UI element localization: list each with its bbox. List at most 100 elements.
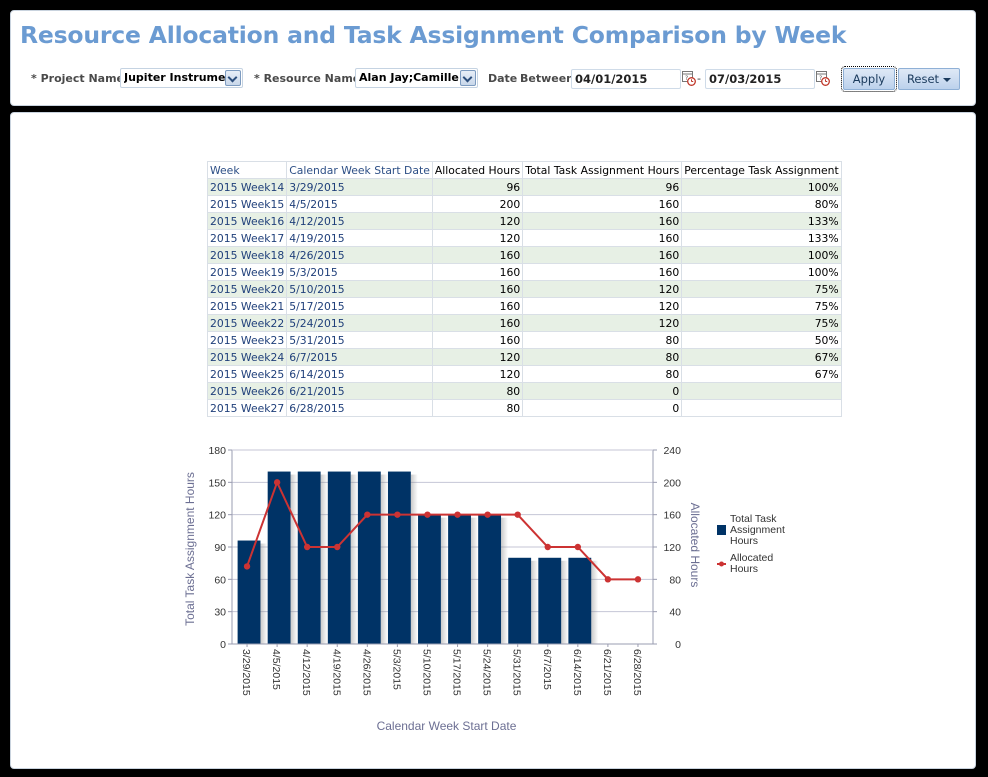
chevron-down-icon[interactable]	[225, 70, 241, 86]
cell-allocated-hours: 200	[431, 195, 524, 213]
line-point	[273, 479, 281, 486]
y2-tick-label: 80	[669, 574, 681, 586]
bar	[237, 540, 261, 644]
table-row: 2015 Week14 3/29/2015 96 96 100%	[206, 178, 842, 196]
y2-axis-title: Allocated Hours	[688, 503, 702, 588]
resource-name-label: * Resource Name	[254, 72, 361, 85]
cell-week[interactable]: 2015 Week27	[206, 399, 288, 417]
line-point	[604, 576, 612, 583]
data-table: Week Calendar Week Start Date Allocated …	[206, 161, 842, 417]
cell-calendar-week-start-date[interactable]: 4/19/2015	[286, 229, 433, 247]
y2-tick-label: 160	[663, 510, 681, 522]
cell-allocated-hours: 120	[431, 229, 524, 247]
y-tick-label: 150	[208, 477, 226, 489]
x-tick-label: 3/29/2015	[240, 649, 252, 696]
cell-total-task-assignment-hours: 120	[522, 314, 683, 332]
line-point	[574, 543, 582, 551]
legend-swatch-bar	[717, 525, 726, 535]
cell-calendar-week-start-date[interactable]: 4/26/2015	[286, 246, 433, 264]
column-header-week[interactable]: Week	[206, 161, 288, 179]
reset-label: Reset	[906, 72, 940, 86]
table-row: 2015 Week19 5/3/2015 160 160 100%	[206, 263, 842, 281]
date-from-input[interactable]: 04/01/2015	[571, 69, 681, 89]
line-point	[454, 511, 461, 518]
cell-week[interactable]: 2015 Week21	[206, 297, 288, 315]
y-tick-label: 0	[220, 639, 226, 651]
cell-week[interactable]: 2015 Week15	[206, 195, 288, 213]
bar-shadow	[380, 474, 388, 644]
bar	[387, 471, 411, 644]
cell-total-task-assignment-hours: 160	[522, 246, 683, 264]
cell-calendar-week-start-date[interactable]: 4/12/2015	[286, 212, 433, 230]
project-name-label: * Project Name	[31, 72, 125, 85]
bar-shadow	[531, 560, 539, 644]
cell-week[interactable]: 2015 Week17	[206, 229, 288, 247]
cell-week[interactable]: 2015 Week23	[206, 331, 288, 349]
column-header-total-task-assignment-hours: Total Task Assignment Hours	[522, 161, 683, 179]
bar	[478, 514, 502, 644]
bar	[327, 471, 351, 644]
table-row: 2015 Week22 5/24/2015 160 120 75%	[206, 314, 842, 332]
table-row: 2015 Week27 6/28/2015 80 0	[206, 399, 842, 417]
chevron-down-icon[interactable]	[460, 70, 476, 86]
calendar-icon[interactable]: ?	[682, 70, 696, 86]
line-point	[364, 511, 371, 518]
filter-panel: Resource Allocation and Task Assignment …	[10, 10, 976, 106]
table-row: 2015 Week16 4/12/2015 120 160 133%	[206, 212, 842, 230]
table-header-row: Week Calendar Week Start Date Allocated …	[206, 161, 842, 179]
legend-label-allocated-hours: Allocated	[730, 552, 773, 564]
column-header-percentage-task-assignment: Percentage Task Assignment	[681, 161, 842, 179]
cell-percentage-task-assignment: 67%	[681, 348, 842, 366]
table-row: 2015 Week25 6/14/2015 120 80 67%	[206, 365, 842, 383]
apply-button[interactable]: Apply	[841, 66, 897, 92]
cell-calendar-week-start-date[interactable]: 5/24/2015	[286, 314, 433, 332]
cell-allocated-hours: 120	[431, 365, 524, 383]
cell-calendar-week-start-date[interactable]: 3/29/2015	[286, 178, 433, 196]
between-label: Between	[520, 72, 575, 85]
legend-label-total-task-assignment-hours: Assignment	[730, 524, 785, 536]
x-tick-label: 4/12/2015	[300, 649, 312, 696]
calendar-icon[interactable]: ?	[816, 70, 830, 86]
date-from-value: 04/01/2015	[575, 72, 648, 86]
x-tick-label: 4/5/2015	[270, 649, 282, 690]
cell-week[interactable]: 2015 Week25	[206, 365, 288, 383]
bar-shadow	[320, 474, 328, 644]
cell-percentage-task-assignment: 75%	[681, 297, 842, 315]
cell-calendar-week-start-date[interactable]: 5/10/2015	[286, 280, 433, 298]
column-header-allocated-hours: Allocated Hours	[431, 161, 524, 179]
x-tick-label: 6/28/2015	[631, 649, 643, 696]
bar	[508, 557, 532, 644]
project-name-select[interactable]: Jupiter Instrume	[120, 68, 243, 88]
x-tick-label: 5/31/2015	[511, 649, 523, 696]
y2-tick-label: 120	[663, 542, 681, 554]
cell-allocated-hours: 160	[431, 314, 524, 332]
cell-percentage-task-assignment: 100%	[681, 178, 842, 196]
bar	[448, 514, 471, 644]
cell-week[interactable]: 2015 Week14	[206, 178, 288, 196]
cell-calendar-week-start-date[interactable]: 6/7/2015	[286, 348, 433, 366]
cell-week[interactable]: 2015 Week26	[206, 382, 288, 400]
allocated-hours-line	[246, 479, 638, 581]
table-row: 2015 Week17 4/19/2015 120 160 133%	[206, 229, 842, 247]
cell-calendar-week-start-date[interactable]: 6/28/2015	[286, 399, 433, 417]
resource-name-value: Alan Jay;Camille /	[359, 71, 459, 84]
cell-calendar-week-start-date[interactable]: 6/21/2015	[286, 382, 433, 400]
cell-calendar-week-start-date[interactable]: 5/3/2015	[286, 263, 433, 281]
cell-week[interactable]: 2015 Week16	[206, 212, 288, 230]
cell-week[interactable]: 2015 Week20	[206, 280, 288, 298]
table-row: 2015 Week20 5/10/2015 160 120 75%	[206, 280, 842, 298]
cell-allocated-hours: 120	[431, 212, 524, 230]
reset-button[interactable]: Reset	[898, 68, 960, 90]
x-axis-title: Calendar Week Start Date	[377, 719, 517, 733]
date-to-input[interactable]: 07/03/2015	[705, 69, 815, 89]
resource-name-select[interactable]: Alan Jay;Camille /	[355, 68, 478, 88]
x-tick-label: 6/21/2015	[601, 649, 613, 696]
x-tick-label: 5/24/2015	[481, 649, 493, 696]
cell-week[interactable]: 2015 Week18	[206, 246, 288, 264]
cell-week[interactable]: 2015 Week24	[206, 348, 288, 366]
cell-week[interactable]: 2015 Week22	[206, 314, 288, 332]
table-row: 2015 Week24 6/7/2015 120 80 67%	[206, 348, 842, 366]
x-tick-label: 5/10/2015	[420, 649, 432, 696]
column-header-calendar-week-start-date[interactable]: Calendar Week Start Date	[286, 161, 433, 179]
y-tick-label: 120	[208, 510, 226, 522]
